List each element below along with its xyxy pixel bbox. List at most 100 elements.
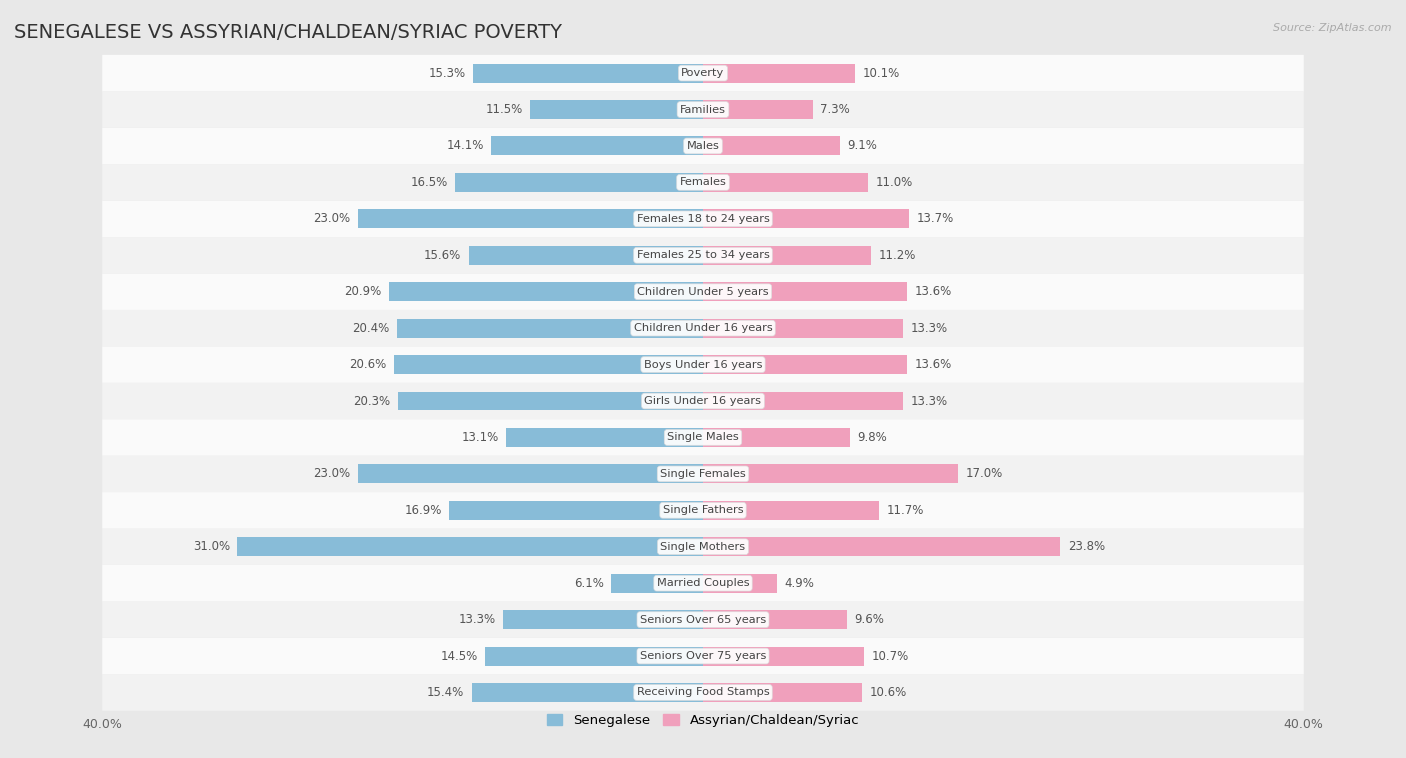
Text: 23.8%: 23.8% — [1069, 540, 1105, 553]
FancyBboxPatch shape — [103, 601, 1303, 637]
Bar — [703, 683, 862, 702]
Text: 13.6%: 13.6% — [915, 285, 952, 298]
Text: Poverty: Poverty — [682, 68, 724, 78]
Text: 7.3%: 7.3% — [820, 103, 849, 116]
Text: SENEGALESE VS ASSYRIAN/CHALDEAN/SYRIAC POVERTY: SENEGALESE VS ASSYRIAN/CHALDEAN/SYRIAC P… — [14, 23, 562, 42]
FancyBboxPatch shape — [103, 419, 1303, 456]
Text: 13.3%: 13.3% — [458, 613, 496, 626]
Text: 11.7%: 11.7% — [886, 504, 924, 517]
Text: 15.4%: 15.4% — [427, 686, 464, 699]
Text: 9.6%: 9.6% — [855, 613, 884, 626]
FancyBboxPatch shape — [103, 237, 1303, 274]
Text: Seniors Over 65 years: Seniors Over 65 years — [640, 615, 766, 625]
Text: 11.0%: 11.0% — [876, 176, 912, 189]
FancyBboxPatch shape — [103, 310, 1303, 346]
Bar — [703, 392, 903, 411]
Text: Families: Families — [681, 105, 725, 114]
Text: 20.6%: 20.6% — [349, 358, 387, 371]
Text: 13.1%: 13.1% — [461, 431, 499, 444]
FancyBboxPatch shape — [103, 164, 1303, 201]
Bar — [389, 282, 703, 301]
Text: Females 25 to 34 years: Females 25 to 34 years — [637, 250, 769, 260]
Text: 10.7%: 10.7% — [872, 650, 908, 662]
Text: 10.1%: 10.1% — [862, 67, 900, 80]
FancyBboxPatch shape — [103, 383, 1303, 419]
Text: Girls Under 16 years: Girls Under 16 years — [644, 396, 762, 406]
Text: Boys Under 16 years: Boys Under 16 years — [644, 359, 762, 370]
Bar — [703, 173, 868, 192]
Bar — [449, 501, 703, 520]
Text: 16.5%: 16.5% — [411, 176, 447, 189]
FancyBboxPatch shape — [103, 128, 1303, 164]
Text: Single Females: Single Females — [661, 469, 745, 479]
Text: 11.5%: 11.5% — [485, 103, 523, 116]
Text: Males: Males — [686, 141, 720, 151]
Bar — [503, 610, 703, 629]
Text: 15.6%: 15.6% — [425, 249, 461, 262]
Bar — [357, 465, 703, 484]
FancyBboxPatch shape — [103, 346, 1303, 383]
Bar — [530, 100, 703, 119]
Bar — [456, 173, 703, 192]
FancyBboxPatch shape — [103, 274, 1303, 310]
Bar — [703, 318, 903, 337]
Bar — [474, 64, 703, 83]
Text: 10.6%: 10.6% — [870, 686, 907, 699]
Bar — [703, 428, 851, 447]
Bar — [703, 537, 1060, 556]
Text: 9.8%: 9.8% — [858, 431, 887, 444]
Bar — [357, 209, 703, 228]
Text: 31.0%: 31.0% — [193, 540, 231, 553]
Text: Seniors Over 75 years: Seniors Over 75 years — [640, 651, 766, 661]
Legend: Senegalese, Assyrian/Chaldean/Syriac: Senegalese, Assyrian/Chaldean/Syriac — [541, 709, 865, 732]
Text: 15.3%: 15.3% — [429, 67, 465, 80]
Bar — [471, 683, 703, 702]
Bar — [703, 465, 959, 484]
Bar — [394, 355, 703, 374]
Text: 13.3%: 13.3% — [910, 394, 948, 408]
Text: 17.0%: 17.0% — [966, 468, 1002, 481]
Text: Married Couples: Married Couples — [657, 578, 749, 588]
FancyBboxPatch shape — [103, 456, 1303, 492]
Text: 4.9%: 4.9% — [785, 577, 814, 590]
FancyBboxPatch shape — [103, 637, 1303, 675]
Text: Children Under 16 years: Children Under 16 years — [634, 323, 772, 333]
FancyBboxPatch shape — [103, 201, 1303, 237]
Text: Single Fathers: Single Fathers — [662, 506, 744, 515]
Bar — [703, 647, 863, 666]
Text: 16.9%: 16.9% — [405, 504, 441, 517]
Text: Single Mothers: Single Mothers — [661, 542, 745, 552]
Text: 23.0%: 23.0% — [314, 212, 350, 225]
Text: Females: Females — [679, 177, 727, 187]
Bar — [703, 282, 907, 301]
Text: 20.4%: 20.4% — [352, 321, 389, 334]
Bar — [703, 574, 776, 593]
Bar — [703, 501, 879, 520]
FancyBboxPatch shape — [103, 492, 1303, 528]
Text: 20.9%: 20.9% — [344, 285, 381, 298]
Text: 9.1%: 9.1% — [848, 139, 877, 152]
Text: 13.3%: 13.3% — [910, 321, 948, 334]
Text: 23.0%: 23.0% — [314, 468, 350, 481]
Bar — [468, 246, 703, 265]
FancyBboxPatch shape — [103, 91, 1303, 128]
Text: Single Males: Single Males — [666, 433, 740, 443]
Text: 13.6%: 13.6% — [915, 358, 952, 371]
Text: 14.1%: 14.1% — [446, 139, 484, 152]
FancyBboxPatch shape — [103, 55, 1303, 91]
Bar — [398, 392, 703, 411]
Bar — [703, 100, 813, 119]
Bar — [396, 318, 703, 337]
Bar — [238, 537, 703, 556]
Text: 20.3%: 20.3% — [353, 394, 391, 408]
Bar — [612, 574, 703, 593]
Bar — [506, 428, 703, 447]
Text: 14.5%: 14.5% — [440, 650, 478, 662]
Bar — [703, 246, 872, 265]
Text: Children Under 5 years: Children Under 5 years — [637, 287, 769, 296]
Text: 11.2%: 11.2% — [879, 249, 917, 262]
Bar — [491, 136, 703, 155]
Text: 6.1%: 6.1% — [574, 577, 605, 590]
FancyBboxPatch shape — [103, 565, 1303, 601]
Bar — [703, 64, 855, 83]
